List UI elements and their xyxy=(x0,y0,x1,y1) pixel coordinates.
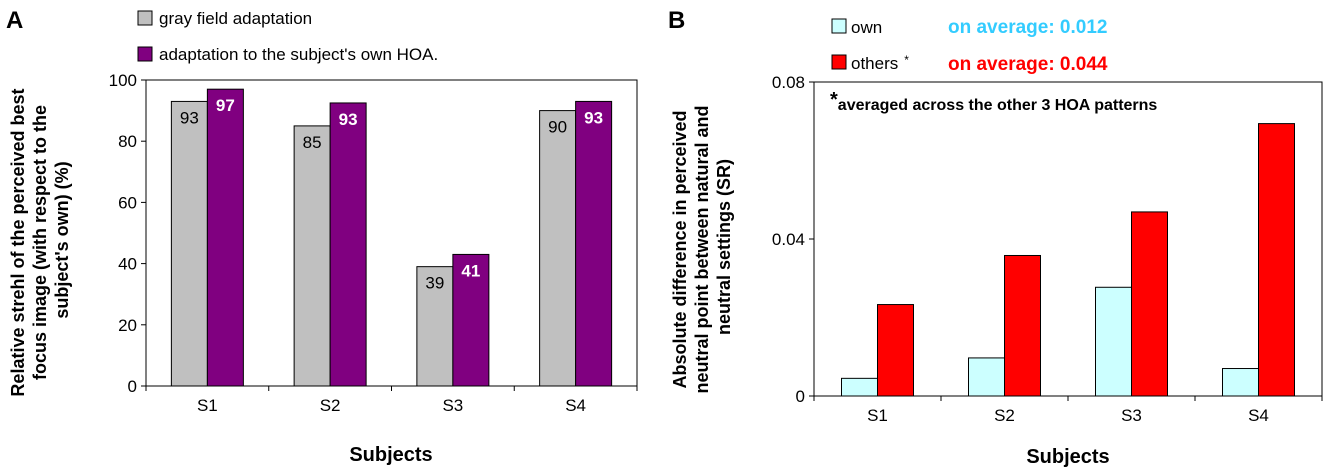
footnote-text: averaged across the other 3 HOA patterns xyxy=(838,97,1158,114)
panel-b-footnote: *averaged across the other 3 HOA pattern… xyxy=(830,89,1157,114)
bar xyxy=(841,377,878,397)
y-title-line: Absolute difference in perceived xyxy=(670,110,690,388)
panel-a-legend: gray field adaptation adaptation to the … xyxy=(137,9,438,64)
x-tick-label: S1 xyxy=(197,396,218,415)
panel-b-bars xyxy=(841,123,1295,397)
y-tick-label: 0.04 xyxy=(772,230,805,249)
panel-a-bars xyxy=(170,88,613,387)
legend-swatch-gray xyxy=(137,10,153,26)
panel-a-y-ticks: 0 20 40 60 80 100 xyxy=(109,71,146,396)
panel-b-x-axis-title: Subjects xyxy=(1026,446,1109,468)
y-tick-label: 0 xyxy=(796,387,805,406)
panel-a-y-axis-title: Relative strehl of the perceived best fo… xyxy=(8,83,72,396)
legend-label-gray: gray field adaptation xyxy=(159,9,312,28)
panel-a-x-axis-title: Subjects xyxy=(349,444,432,466)
x-tick-label: S4 xyxy=(1248,406,1269,425)
bar xyxy=(1095,286,1132,397)
y-title-line: neutral settings (SR) xyxy=(714,159,734,335)
data-label: 97 xyxy=(216,96,235,115)
bar xyxy=(539,110,577,387)
panel-b-letter: B xyxy=(668,7,685,34)
x-tick-label: S3 xyxy=(1121,406,1142,425)
bar xyxy=(293,125,331,387)
y-tick-label: 100 xyxy=(109,71,137,90)
bar xyxy=(1004,254,1041,397)
bar xyxy=(329,102,367,387)
bar xyxy=(452,253,490,387)
legend-label-own: adaptation to the subject's own HOA. xyxy=(159,45,438,64)
bar xyxy=(1258,123,1295,397)
data-label: 85 xyxy=(303,133,322,152)
data-label: 39 xyxy=(425,274,444,293)
x-tick-label: S3 xyxy=(442,396,463,415)
average-own-text: on average: 0.012 xyxy=(948,17,1107,38)
bar xyxy=(968,357,1005,397)
bar xyxy=(206,88,244,387)
panel-b-y-ticks: 0 0.04 0.08 xyxy=(772,73,814,406)
bar xyxy=(416,266,454,387)
legend-label-others: others * xyxy=(851,53,909,73)
data-label: 41 xyxy=(461,261,480,280)
legend-swatch-own xyxy=(831,18,847,34)
panel-b-x-ticks: S1 S2 S3 S4 xyxy=(813,396,1323,425)
bar xyxy=(877,304,914,397)
bar xyxy=(575,100,613,387)
y-tick-label: 0 xyxy=(128,377,137,396)
data-label: 93 xyxy=(584,108,603,127)
y-title-line: focus image (with respect to the xyxy=(30,105,50,380)
legend-others-text: others xyxy=(851,54,898,73)
x-tick-label: S2 xyxy=(320,396,341,415)
panel-a: A gray field adaptation adaptation to th… xyxy=(6,7,638,466)
legend-others-asterisk: * xyxy=(904,53,909,67)
bar xyxy=(1222,368,1259,397)
y-tick-label: 20 xyxy=(118,316,137,335)
legend-swatch-others xyxy=(831,54,847,70)
data-label: 93 xyxy=(339,110,358,129)
legend-label-own: own xyxy=(851,18,882,37)
average-others-text: on average: 0.044 xyxy=(948,54,1108,75)
y-title-line: Relative strehl of the perceived best xyxy=(8,88,28,396)
panel-a-x-ticks: S1 S2 S3 S4 xyxy=(145,386,638,415)
panel-a-letter: A xyxy=(6,7,23,34)
y-tick-label: 60 xyxy=(118,193,137,212)
x-tick-label: S2 xyxy=(994,406,1015,425)
bar xyxy=(1131,211,1168,397)
panel-a-data-labels: 93 85 39 90 97 93 41 93 xyxy=(180,96,603,292)
bar xyxy=(170,100,208,387)
x-tick-label: S4 xyxy=(565,396,586,415)
y-tick-label: 80 xyxy=(118,132,137,151)
legend-swatch-own xyxy=(137,46,153,62)
y-tick-label: 40 xyxy=(118,255,137,274)
data-label: 93 xyxy=(180,108,199,127)
footnote-asterisk: * xyxy=(830,89,838,111)
y-title-line: subject's own) (%) xyxy=(52,161,72,318)
y-tick-label: 0.08 xyxy=(772,73,805,92)
panel-b-y-axis-title: Absolute difference in perceived neutral… xyxy=(670,100,734,393)
panel-b: B own others * on average: 0.012 on avera… xyxy=(668,7,1323,468)
x-tick-label: S1 xyxy=(867,406,888,425)
y-title-line: neutral point between natural and xyxy=(692,105,712,393)
data-label: 90 xyxy=(548,118,567,137)
panel-b-legend: own others * xyxy=(831,18,909,73)
